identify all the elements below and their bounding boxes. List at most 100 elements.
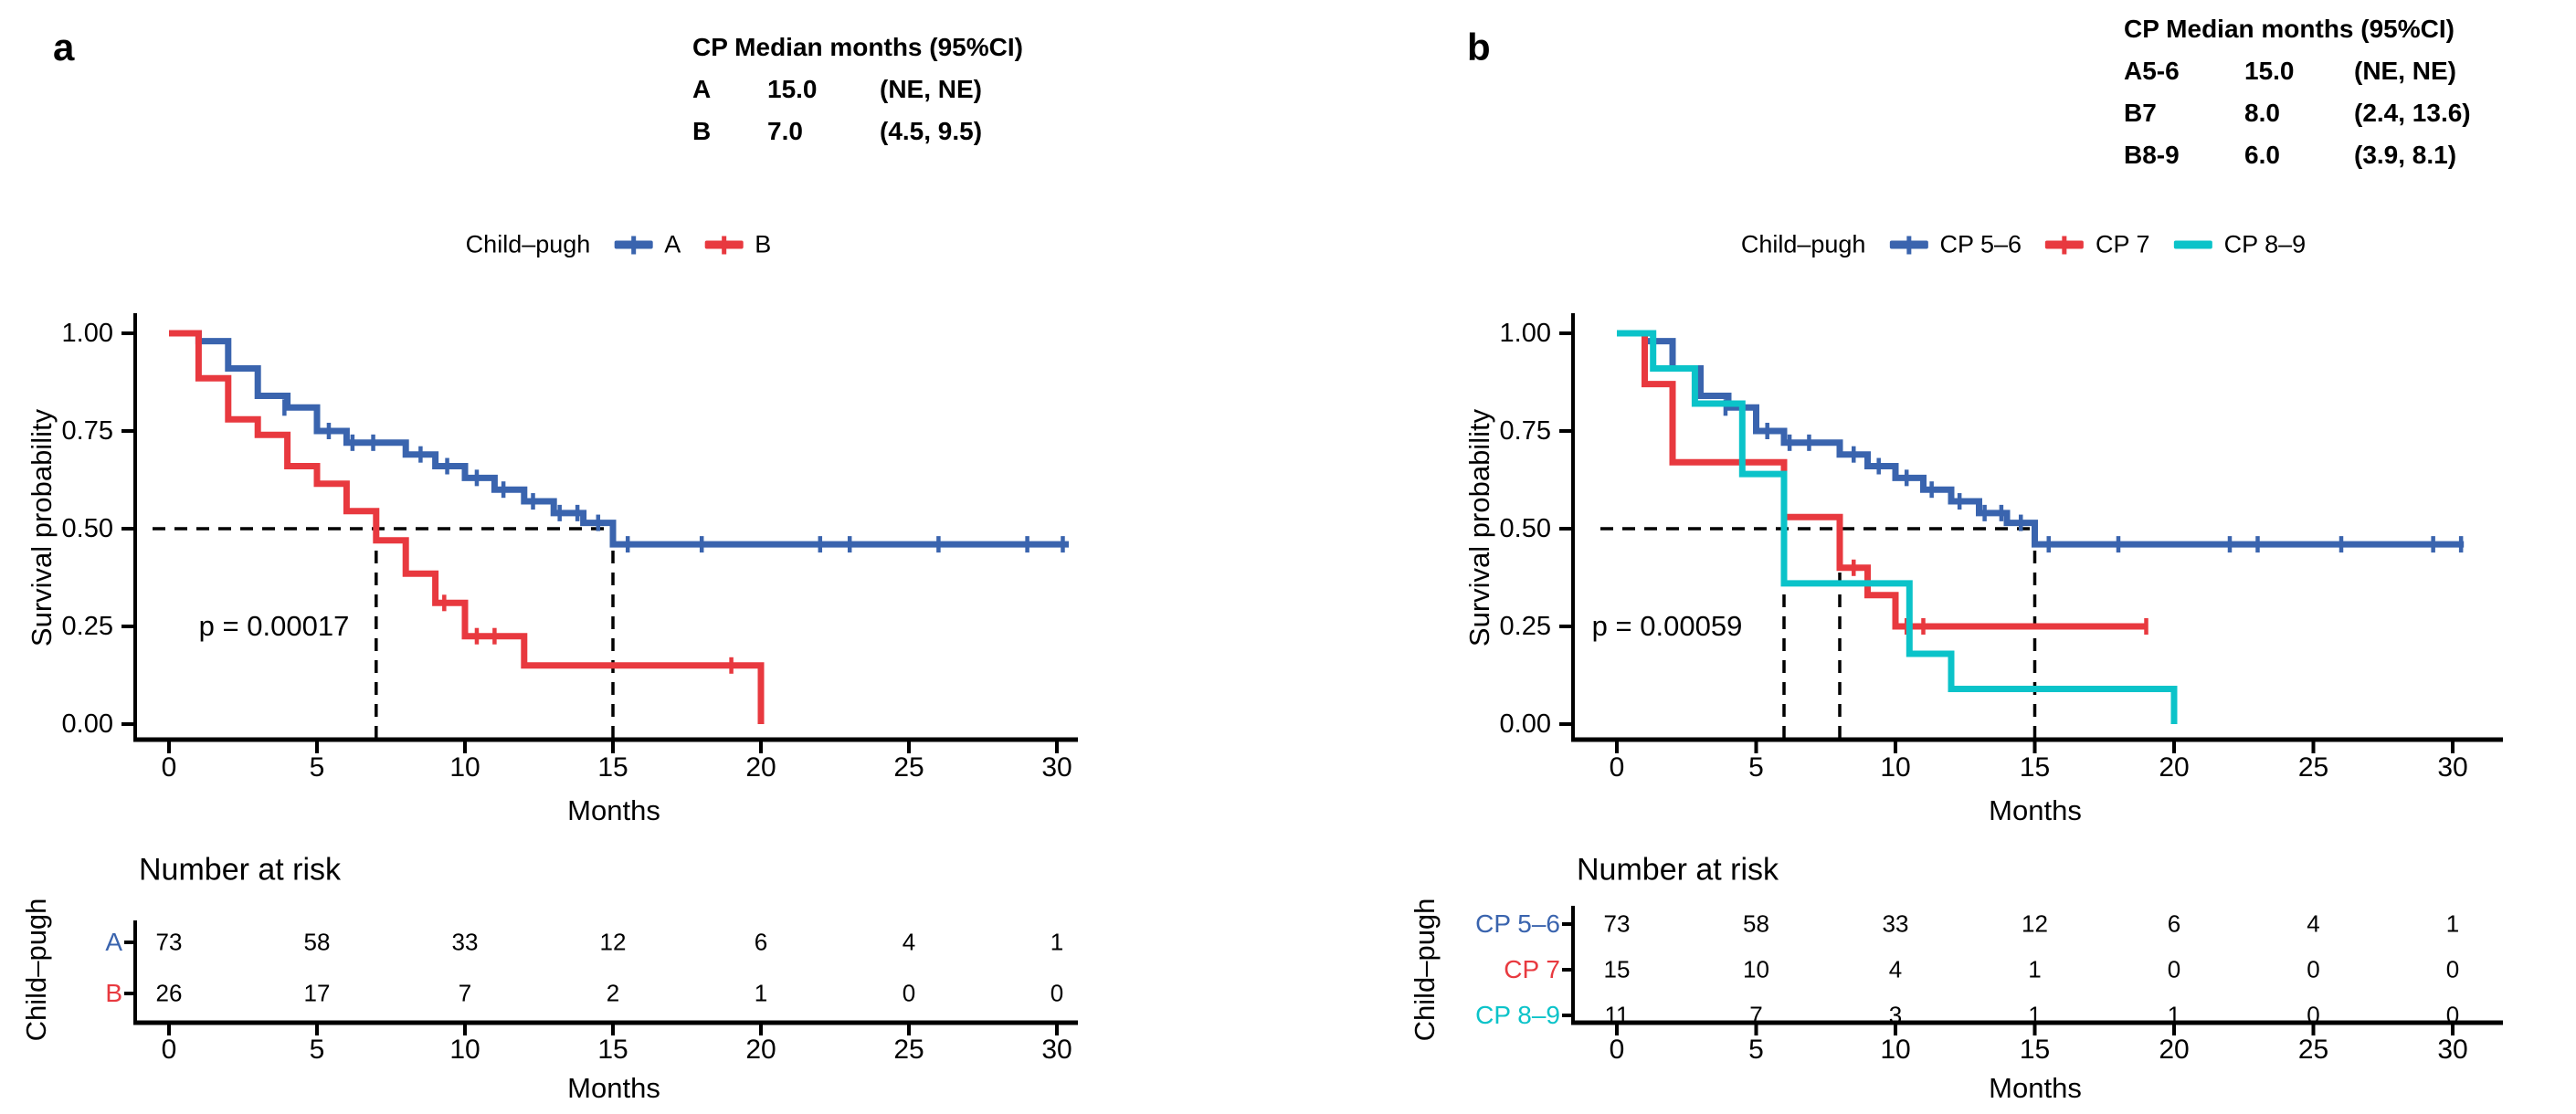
- km-curve: [1617, 330, 2147, 630]
- risk-value: 58: [1743, 909, 1769, 938]
- risk-x-tick-label: 0: [1609, 1035, 1625, 1065]
- x-axis-label: Months: [1989, 794, 2082, 826]
- legend-key-icon: [2173, 240, 2212, 249]
- risk-value: 6: [754, 928, 768, 956]
- x-tick-label: 0: [161, 752, 177, 783]
- risk-value: 17: [303, 979, 331, 1007]
- median-cell: 8.0: [2244, 99, 2280, 127]
- x-tick-label: 25: [893, 752, 924, 783]
- risk-row-label: A: [105, 928, 122, 956]
- risk-value: 15: [1603, 955, 1631, 983]
- x-tick-label: 30: [2437, 752, 2468, 783]
- legend: Child–pugh A B: [466, 231, 772, 259]
- legend-censor-tick-icon: [630, 236, 636, 254]
- legend-censor-tick-icon: [2062, 236, 2067, 254]
- risk-value: 6: [2167, 909, 2181, 938]
- x-tick-label: 10: [449, 752, 480, 783]
- legend-title: Child–pugh: [1740, 230, 1866, 258]
- y-tick-label: 0.50: [61, 514, 113, 543]
- km-curve: [169, 330, 765, 724]
- y-tick-label: 0.00: [61, 709, 113, 739]
- legend-entry: CP 7: [2045, 231, 2150, 259]
- x-tick-label: 0: [1609, 752, 1625, 783]
- risk-x-tick-label: 10: [449, 1035, 480, 1065]
- legend-entry-label: CP 5–6: [1939, 230, 2022, 258]
- risk-value: 26: [155, 979, 183, 1007]
- risk-x-tick-label: 5: [309, 1035, 325, 1065]
- panel-b-letter: b: [1467, 26, 1491, 68]
- y-tick-label: 1.00: [1499, 319, 1551, 348]
- risk-value: 73: [155, 928, 183, 956]
- risk-value: 1: [1050, 928, 1064, 956]
- y-tick-label: 0.25: [61, 612, 113, 641]
- risk-row-label: CP 5–6: [1475, 909, 1560, 938]
- risk-value: 0: [2307, 1001, 2320, 1029]
- legend-entry: A: [614, 231, 681, 259]
- risk-x-tick-label: 15: [2019, 1035, 2051, 1065]
- x-tick-label: 20: [745, 752, 776, 783]
- risk-x-tick-label: 25: [2297, 1035, 2329, 1065]
- risk-value: 12: [2022, 909, 2048, 938]
- risk-x-tick-label: 30: [2437, 1035, 2468, 1065]
- risk-x-tick-label: 10: [1880, 1035, 1911, 1065]
- risk-value: 0: [2445, 1001, 2460, 1029]
- risk-x-tick-label: 20: [745, 1035, 776, 1065]
- legend-entry: CP 8–9: [2173, 230, 2307, 259]
- median-cell: B7: [2124, 99, 2157, 127]
- risk-table-title: Number at risk: [1577, 852, 1779, 888]
- y-tick-label: 0.00: [1499, 709, 1551, 739]
- median-cell: (4.5, 9.5): [880, 117, 983, 145]
- x-tick-label: 25: [2297, 752, 2329, 783]
- risk-value: 1: [2167, 1001, 2181, 1029]
- risk-value: 7: [458, 979, 472, 1007]
- legend-entry-label: CP 7: [2096, 230, 2150, 258]
- risk-x-tick-label: 30: [1041, 1035, 1072, 1065]
- x-tick-label: 15: [2019, 752, 2051, 783]
- risk-x-tick-label: 15: [597, 1035, 628, 1065]
- risk-value: 3: [1888, 1001, 1903, 1029]
- risk-value: 4: [2307, 909, 2320, 938]
- legend-key-icon: [2045, 236, 2085, 254]
- risk-value: 7: [1749, 1001, 1763, 1029]
- median-cell: 7.0: [767, 117, 803, 145]
- risk-value: 1: [2028, 955, 2042, 983]
- risk-table-title: Number at risk: [139, 852, 342, 888]
- risk-value: 0: [2445, 955, 2460, 983]
- median-cell: A5-6: [2124, 57, 2180, 85]
- median-table-header: CP Median months (95%CI): [692, 33, 1023, 61]
- x-tick-label: 5: [1748, 752, 1764, 783]
- legend: Child–pugh CP 5–6 CP 7 CP 8–9: [1741, 231, 2306, 259]
- p-value: p = 0.00017: [198, 610, 350, 642]
- risk-value: 0: [2307, 955, 2320, 983]
- risk-value: 4: [902, 928, 916, 956]
- risk-value: 10: [1743, 955, 1769, 983]
- y-tick-label: 1.00: [61, 319, 113, 348]
- risk-value: 12: [599, 928, 627, 956]
- legend-entry-label: CP 8–9: [2223, 230, 2307, 258]
- median-cell: (NE, NE): [2354, 57, 2456, 85]
- y-tick-label: 0.75: [61, 416, 113, 446]
- risk-value: 1: [2445, 909, 2460, 938]
- legend-entry: B: [704, 231, 771, 259]
- legend-key-icon: [614, 236, 653, 254]
- median-cell: (3.9, 8.1): [2354, 141, 2457, 169]
- km-curve: [169, 330, 1069, 548]
- median-cell: B8-9: [2124, 141, 2180, 169]
- risk-value: 0: [902, 979, 916, 1007]
- legend-censor-tick-icon: [721, 236, 726, 254]
- x-axis-label: Months: [567, 794, 660, 826]
- risk-table-x-label: Months: [1989, 1072, 2082, 1104]
- y-tick-label: 0.75: [1499, 416, 1551, 446]
- y-tick-label: 0.25: [1499, 612, 1551, 641]
- x-tick-label: 10: [1880, 752, 1911, 783]
- p-value: p = 0.00059: [1591, 610, 1743, 642]
- median-cell: 6.0: [2244, 141, 2280, 169]
- median-cell: 15.0: [767, 75, 818, 103]
- risk-value: 0: [2167, 955, 2181, 983]
- median-cell: 15.0: [2244, 57, 2295, 85]
- x-tick-label: 5: [309, 752, 325, 783]
- risk-row-label: B: [105, 979, 122, 1007]
- legend-key-icon: [1889, 236, 1928, 254]
